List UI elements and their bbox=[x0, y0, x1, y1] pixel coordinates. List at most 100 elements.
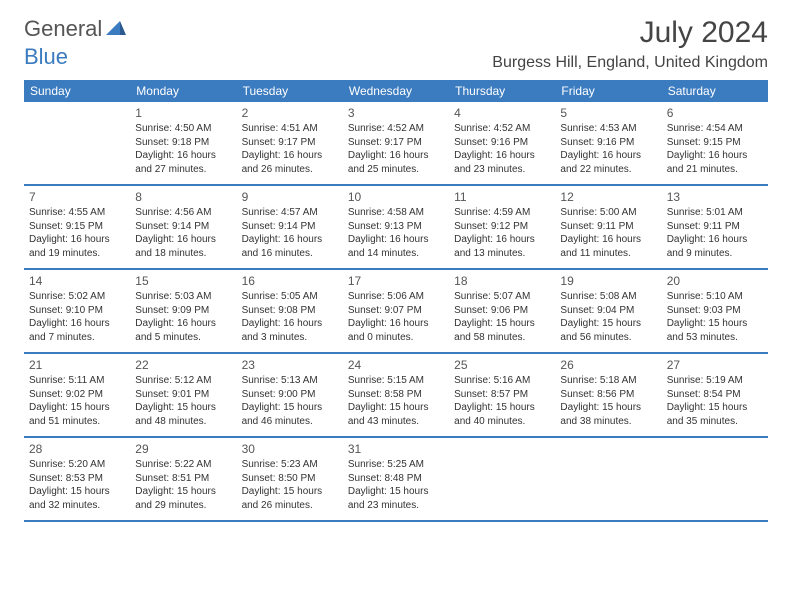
day-sunset: Sunset: 9:04 PM bbox=[560, 304, 656, 318]
day-sunrise: Sunrise: 5:03 AM bbox=[135, 290, 231, 304]
week-row: 21Sunrise: 5:11 AMSunset: 9:02 PMDayligh… bbox=[24, 354, 768, 438]
day-daylight1: Daylight: 16 hours bbox=[454, 233, 550, 247]
day-cell: 23Sunrise: 5:13 AMSunset: 9:00 PMDayligh… bbox=[237, 354, 343, 436]
day-cell: 24Sunrise: 5:15 AMSunset: 8:58 PMDayligh… bbox=[343, 354, 449, 436]
day-sunrise: Sunrise: 5:23 AM bbox=[242, 458, 338, 472]
day-sunset: Sunset: 9:15 PM bbox=[29, 220, 125, 234]
day-cell: 25Sunrise: 5:16 AMSunset: 8:57 PMDayligh… bbox=[449, 354, 555, 436]
day-sunset: Sunset: 9:14 PM bbox=[135, 220, 231, 234]
logo: General bbox=[24, 16, 128, 42]
day-daylight2: and 26 minutes. bbox=[242, 499, 338, 513]
day-number: 31 bbox=[348, 441, 444, 457]
day-sunset: Sunset: 9:03 PM bbox=[667, 304, 763, 318]
day-cell: 10Sunrise: 4:58 AMSunset: 9:13 PMDayligh… bbox=[343, 186, 449, 268]
day-cell: 29Sunrise: 5:22 AMSunset: 8:51 PMDayligh… bbox=[130, 438, 236, 520]
day-sunset: Sunset: 9:16 PM bbox=[560, 136, 656, 150]
week-row: 14Sunrise: 5:02 AMSunset: 9:10 PMDayligh… bbox=[24, 270, 768, 354]
day-cell: 11Sunrise: 4:59 AMSunset: 9:12 PMDayligh… bbox=[449, 186, 555, 268]
day-cell: 9Sunrise: 4:57 AMSunset: 9:14 PMDaylight… bbox=[237, 186, 343, 268]
day-sunset: Sunset: 8:56 PM bbox=[560, 388, 656, 402]
day-daylight1: Daylight: 15 hours bbox=[560, 401, 656, 415]
day-daylight2: and 19 minutes. bbox=[29, 247, 125, 261]
day-cell: 4Sunrise: 4:52 AMSunset: 9:16 PMDaylight… bbox=[449, 102, 555, 184]
day-daylight1: Daylight: 15 hours bbox=[667, 401, 763, 415]
day-sunset: Sunset: 8:58 PM bbox=[348, 388, 444, 402]
day-sunrise: Sunrise: 5:13 AM bbox=[242, 374, 338, 388]
day-number: 21 bbox=[29, 357, 125, 373]
day-number: 2 bbox=[242, 105, 338, 121]
day-number: 8 bbox=[135, 189, 231, 205]
day-daylight2: and 5 minutes. bbox=[135, 331, 231, 345]
day-daylight2: and 23 minutes. bbox=[454, 163, 550, 177]
title-block: July 2024 Burgess Hill, England, United … bbox=[492, 16, 768, 72]
day-sunset: Sunset: 9:11 PM bbox=[560, 220, 656, 234]
weeks-container: 1Sunrise: 4:50 AMSunset: 9:18 PMDaylight… bbox=[24, 102, 768, 522]
day-daylight2: and 0 minutes. bbox=[348, 331, 444, 345]
day-sunset: Sunset: 9:13 PM bbox=[348, 220, 444, 234]
day-daylight1: Daylight: 16 hours bbox=[135, 317, 231, 331]
day-cell: 6Sunrise: 4:54 AMSunset: 9:15 PMDaylight… bbox=[662, 102, 768, 184]
day-number: 7 bbox=[29, 189, 125, 205]
day-cell: 14Sunrise: 5:02 AMSunset: 9:10 PMDayligh… bbox=[24, 270, 130, 352]
weekday-header: Saturday bbox=[662, 80, 768, 102]
day-sunset: Sunset: 8:51 PM bbox=[135, 472, 231, 486]
day-daylight2: and 48 minutes. bbox=[135, 415, 231, 429]
day-daylight1: Daylight: 16 hours bbox=[242, 317, 338, 331]
logo-text-blue: Blue bbox=[24, 44, 68, 69]
day-cell: 12Sunrise: 5:00 AMSunset: 9:11 PMDayligh… bbox=[555, 186, 661, 268]
day-sunrise: Sunrise: 5:18 AM bbox=[560, 374, 656, 388]
day-sunset: Sunset: 9:07 PM bbox=[348, 304, 444, 318]
day-number: 12 bbox=[560, 189, 656, 205]
day-sunrise: Sunrise: 4:54 AM bbox=[667, 122, 763, 136]
day-cell: 7Sunrise: 4:55 AMSunset: 9:15 PMDaylight… bbox=[24, 186, 130, 268]
day-daylight2: and 46 minutes. bbox=[242, 415, 338, 429]
day-sunset: Sunset: 9:15 PM bbox=[667, 136, 763, 150]
day-cell: 22Sunrise: 5:12 AMSunset: 9:01 PMDayligh… bbox=[130, 354, 236, 436]
day-daylight2: and 9 minutes. bbox=[667, 247, 763, 261]
day-daylight1: Daylight: 16 hours bbox=[135, 149, 231, 163]
day-cell: 19Sunrise: 5:08 AMSunset: 9:04 PMDayligh… bbox=[555, 270, 661, 352]
day-cell: 3Sunrise: 4:52 AMSunset: 9:17 PMDaylight… bbox=[343, 102, 449, 184]
day-sunset: Sunset: 9:17 PM bbox=[242, 136, 338, 150]
day-sunset: Sunset: 8:48 PM bbox=[348, 472, 444, 486]
day-daylight2: and 43 minutes. bbox=[348, 415, 444, 429]
day-sunset: Sunset: 9:00 PM bbox=[242, 388, 338, 402]
day-daylight2: and 11 minutes. bbox=[560, 247, 656, 261]
day-number: 26 bbox=[560, 357, 656, 373]
day-number: 4 bbox=[454, 105, 550, 121]
weekday-header-row: SundayMondayTuesdayWednesdayThursdayFrid… bbox=[24, 80, 768, 102]
day-number: 14 bbox=[29, 273, 125, 289]
day-number: 24 bbox=[348, 357, 444, 373]
day-daylight2: and 51 minutes. bbox=[29, 415, 125, 429]
day-number: 29 bbox=[135, 441, 231, 457]
week-row: 7Sunrise: 4:55 AMSunset: 9:15 PMDaylight… bbox=[24, 186, 768, 270]
day-daylight2: and 22 minutes. bbox=[560, 163, 656, 177]
day-daylight2: and 21 minutes. bbox=[667, 163, 763, 177]
day-sunrise: Sunrise: 5:19 AM bbox=[667, 374, 763, 388]
day-daylight2: and 53 minutes. bbox=[667, 331, 763, 345]
weekday-header: Thursday bbox=[449, 80, 555, 102]
day-daylight2: and 35 minutes. bbox=[667, 415, 763, 429]
day-daylight1: Daylight: 15 hours bbox=[29, 485, 125, 499]
day-sunrise: Sunrise: 5:00 AM bbox=[560, 206, 656, 220]
day-sunrise: Sunrise: 5:06 AM bbox=[348, 290, 444, 304]
day-daylight1: Daylight: 15 hours bbox=[348, 401, 444, 415]
day-cell: 26Sunrise: 5:18 AMSunset: 8:56 PMDayligh… bbox=[555, 354, 661, 436]
day-daylight2: and 32 minutes. bbox=[29, 499, 125, 513]
day-number: 13 bbox=[667, 189, 763, 205]
day-cell: 2Sunrise: 4:51 AMSunset: 9:17 PMDaylight… bbox=[237, 102, 343, 184]
day-cell: 20Sunrise: 5:10 AMSunset: 9:03 PMDayligh… bbox=[662, 270, 768, 352]
day-number: 30 bbox=[242, 441, 338, 457]
day-number: 11 bbox=[454, 189, 550, 205]
day-sunset: Sunset: 8:50 PM bbox=[242, 472, 338, 486]
day-sunrise: Sunrise: 4:50 AM bbox=[135, 122, 231, 136]
day-cell: 18Sunrise: 5:07 AMSunset: 9:06 PMDayligh… bbox=[449, 270, 555, 352]
day-number: 5 bbox=[560, 105, 656, 121]
day-sunrise: Sunrise: 5:20 AM bbox=[29, 458, 125, 472]
day-daylight1: Daylight: 15 hours bbox=[135, 401, 231, 415]
day-sunrise: Sunrise: 5:05 AM bbox=[242, 290, 338, 304]
day-daylight2: and 38 minutes. bbox=[560, 415, 656, 429]
day-number: 18 bbox=[454, 273, 550, 289]
day-sunset: Sunset: 8:57 PM bbox=[454, 388, 550, 402]
day-daylight1: Daylight: 15 hours bbox=[135, 485, 231, 499]
